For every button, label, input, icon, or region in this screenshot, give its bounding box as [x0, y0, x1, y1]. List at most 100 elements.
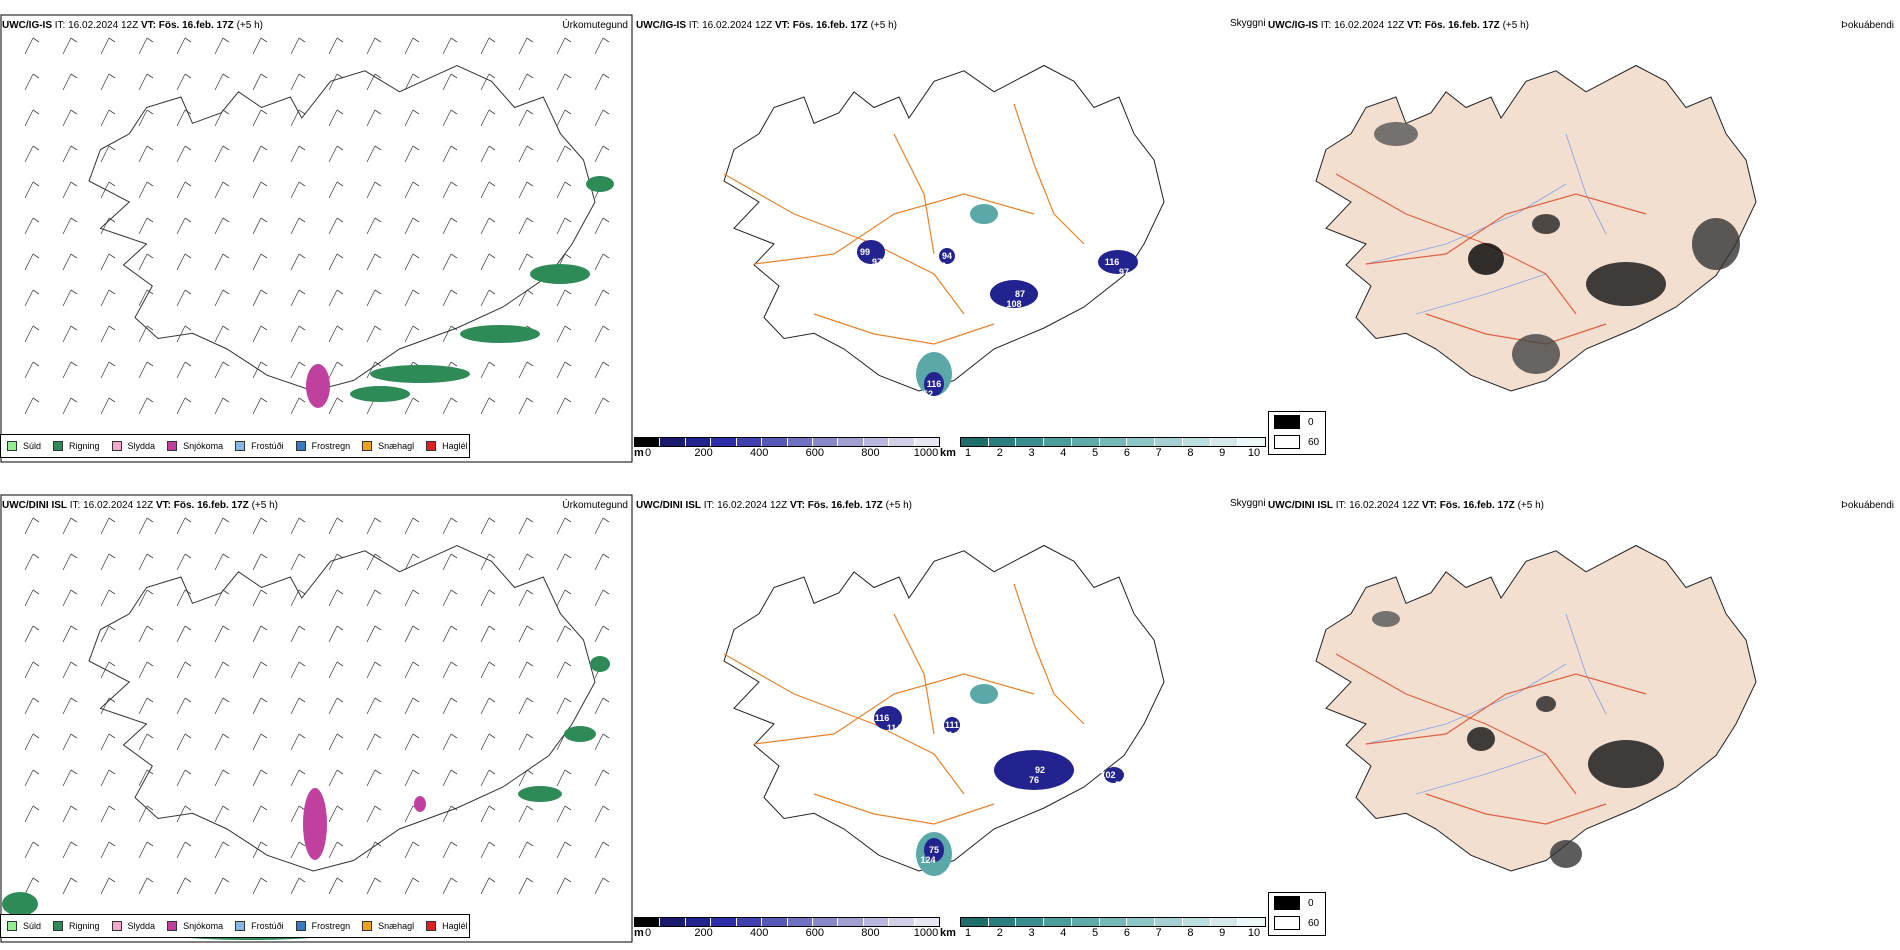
- wind-barb: [518, 37, 534, 55]
- wind-barb: [100, 325, 116, 343]
- tick-label: 1000: [913, 927, 939, 939]
- wind-barb: [404, 553, 420, 571]
- wind-barb: [24, 181, 40, 199]
- wind-barb: [480, 109, 496, 127]
- wind-barb: [176, 589, 192, 607]
- wind-barb: [138, 145, 154, 163]
- wind-barb: [176, 397, 192, 415]
- wind-barb: [366, 625, 382, 643]
- wind-barb: [556, 325, 572, 343]
- wind-barb: [252, 841, 268, 859]
- road: [893, 133, 935, 255]
- wind-barb: [100, 361, 116, 379]
- road: [1425, 793, 1607, 825]
- wind-barb: [366, 769, 382, 787]
- wind-barb: [100, 253, 116, 271]
- wind-barb: [62, 181, 78, 199]
- wind-barb: [138, 877, 154, 895]
- wind-barb: [24, 397, 40, 415]
- tick-label: 1000: [913, 447, 939, 459]
- cloud-base-value: 52: [923, 389, 933, 399]
- wind-barb: [328, 661, 344, 679]
- wind-barb: [138, 361, 154, 379]
- wind-barb: [62, 361, 78, 379]
- wind-barb: [252, 325, 268, 343]
- wind-barb: [24, 805, 40, 823]
- visibility-colorbar: [960, 917, 1266, 927]
- wind-barb: [518, 805, 534, 823]
- wind-barb: [24, 517, 40, 535]
- wind-barb: [62, 625, 78, 643]
- wind-barb: [62, 325, 78, 343]
- wind-barb: [138, 553, 154, 571]
- wind-barb: [214, 661, 230, 679]
- wind-barb: [138, 697, 154, 715]
- wind-barb: [138, 181, 154, 199]
- cloudbase-ticks: 0 200 400 600 800 1000: [634, 927, 940, 941]
- road: [1425, 313, 1607, 345]
- visibility-unit: km: [940, 927, 956, 939]
- wind-barb: [442, 517, 458, 535]
- tick-label: 7: [1155, 927, 1162, 939]
- wind-barb: [176, 181, 192, 199]
- wind-barb: [176, 109, 192, 127]
- rain-area: [2, 892, 38, 916]
- low-cloud-area: [874, 706, 902, 730]
- precip-type-map-row2: [0, 494, 633, 943]
- low-visibility-area: [970, 204, 998, 224]
- wind-barb: [556, 73, 572, 91]
- wind-barb: [328, 553, 344, 571]
- rain-area: [564, 726, 596, 742]
- legend-item: Snæhagl: [362, 441, 414, 451]
- wind-barb: [442, 37, 458, 55]
- wind-barb: [138, 37, 154, 55]
- wind-barb: [62, 109, 78, 127]
- low-cloud-area: [994, 750, 1074, 790]
- wind-barb: [480, 217, 496, 235]
- wind-barb: [62, 841, 78, 859]
- wind-barb: [176, 877, 192, 895]
- wind-barb: [214, 877, 230, 895]
- wind-barb: [100, 769, 116, 787]
- wind-barb: [480, 553, 496, 571]
- wind-barb: [62, 697, 78, 715]
- wind-barb: [442, 397, 458, 415]
- wind-barb: [442, 805, 458, 823]
- wind-barb: [176, 841, 192, 859]
- wind-barb: [252, 697, 268, 715]
- wind-barb: [480, 697, 496, 715]
- fog-panel-row1: UWC/IG-IS IT: 16.02.2024 12Z VT: Fös. 16…: [1266, 14, 1900, 464]
- wind-barb: [138, 733, 154, 751]
- wind-barb: [594, 109, 610, 127]
- fog-area: [1512, 334, 1560, 374]
- cloud-base-value: 97: [1119, 267, 1129, 277]
- wind-barb: [480, 589, 496, 607]
- wind-barb: [328, 805, 344, 823]
- cloud-base-value: 97: [872, 257, 882, 267]
- legend-item: Slydda: [111, 921, 155, 931]
- wind-barb: [518, 697, 534, 715]
- wind-barb: [290, 589, 306, 607]
- wind-barb: [366, 217, 382, 235]
- fog-area: [1550, 840, 1582, 868]
- wind-barb: [176, 253, 192, 271]
- wind-barb: [556, 517, 572, 535]
- cloud-base-value: 97: [866, 267, 876, 277]
- legend-item: Rigning: [53, 441, 100, 451]
- tick-label: 3: [1028, 447, 1035, 459]
- wind-barb: [252, 217, 268, 235]
- low-cloud-area: [1098, 250, 1138, 274]
- panel-title: UWC/DINI ISL IT: 16.02.2024 12Z VT: Fös.…: [636, 500, 912, 511]
- wind-barb: [100, 109, 116, 127]
- wind-barb: [24, 769, 40, 787]
- wind-barb: [252, 73, 268, 91]
- wind-barb: [328, 289, 344, 307]
- wind-barb: [138, 517, 154, 535]
- wind-barb: [442, 325, 458, 343]
- cloud-base-value: 75: [929, 845, 939, 855]
- tick-label: 5: [1092, 927, 1099, 939]
- cloud-base-value: 99: [953, 740, 963, 750]
- wind-barb: [176, 361, 192, 379]
- rain-area: [518, 786, 562, 802]
- legend-item: Súld: [7, 921, 41, 931]
